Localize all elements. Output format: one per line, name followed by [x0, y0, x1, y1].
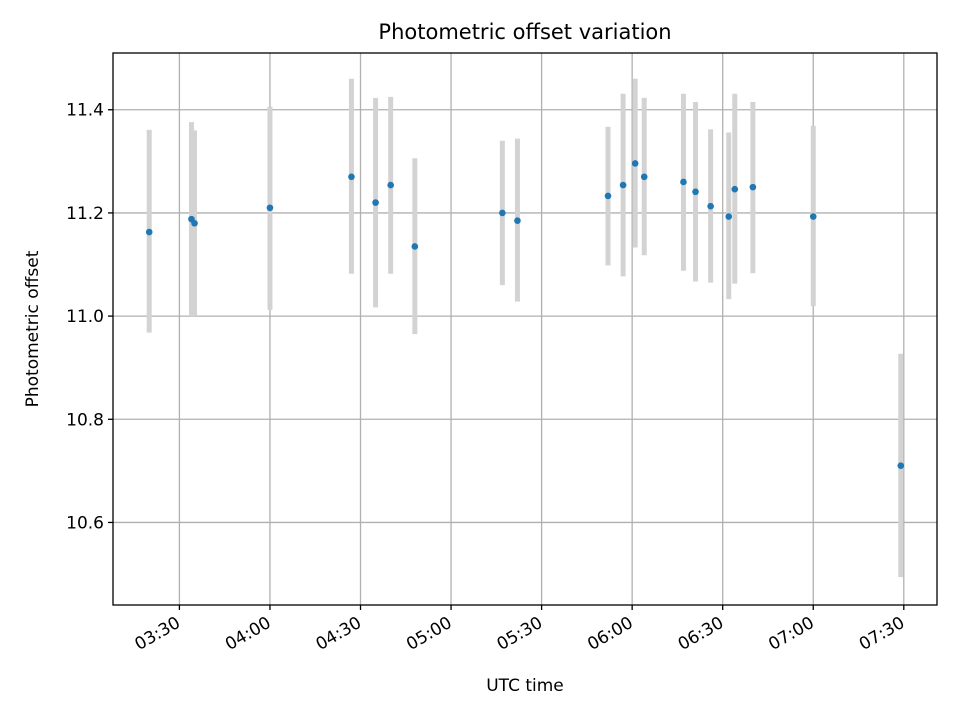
data-point: [749, 183, 757, 191]
data-point: [680, 178, 687, 186]
y-tick-label: 11.2: [66, 204, 104, 224]
data-point: [731, 185, 739, 193]
y-axis-label: Photometric offset: [23, 250, 43, 407]
data-point: [372, 199, 379, 206]
y-tick-label: 10.8: [66, 410, 104, 430]
data-point: [809, 213, 817, 220]
x-axis-label: UTC time: [486, 676, 564, 696]
data-point: [707, 202, 714, 210]
y-tick-label: 10.6: [66, 513, 104, 533]
data-point: [191, 219, 198, 227]
data-point: [514, 217, 521, 224]
data-point: [411, 243, 419, 250]
data-point: [725, 213, 733, 220]
data-point: [897, 462, 905, 470]
y-tick-label: 11.0: [66, 307, 104, 327]
y-axis-ticks: 10.6 10.8 11.0 11.2 11.4: [66, 101, 113, 533]
data-point: [692, 188, 699, 196]
data-point: [387, 181, 394, 189]
data-point: [604, 192, 612, 200]
data-point: [348, 173, 355, 181]
data-points: [145, 160, 905, 470]
data-point: [640, 173, 648, 181]
data-point: [619, 181, 627, 189]
data-point: [145, 228, 153, 236]
data-point: [631, 160, 639, 167]
chart-title: Photometric offset variation: [378, 20, 671, 44]
grid-lines: [113, 53, 937, 605]
data-point: [499, 209, 506, 217]
y-tick-label: 11.4: [66, 101, 104, 121]
data-point: [266, 204, 274, 212]
plot-frame: [112, 52, 938, 606]
